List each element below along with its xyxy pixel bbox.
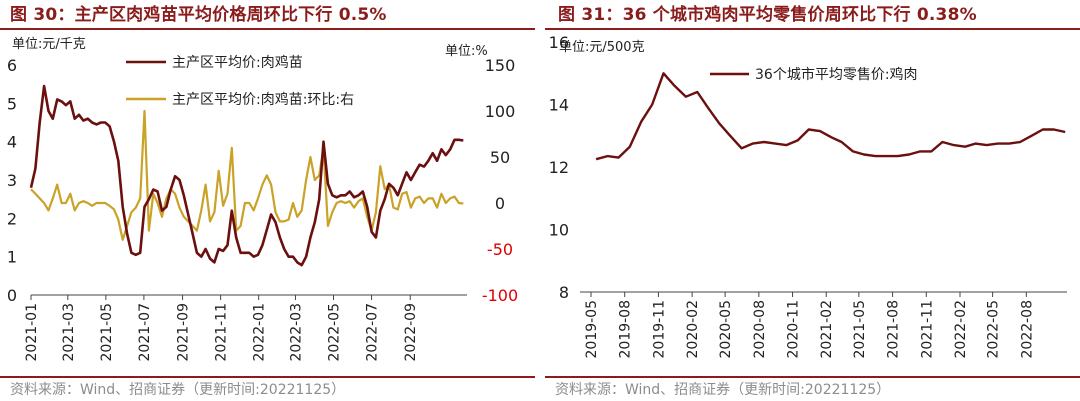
x-tick-label: 2021-03 [61, 303, 77, 362]
y-right-tick-label: 0 [495, 194, 505, 213]
x-tick-label: 2019-11 [651, 300, 667, 359]
x-tick-label: 2021-01 [24, 303, 40, 362]
y-tick-label: 1 [7, 248, 17, 267]
x-tick-label: 2022-03 [288, 303, 304, 362]
x-tick-label: 2022-08 [1019, 300, 1035, 359]
y-tick-label: 10 [549, 221, 569, 240]
x-tick-label: 2021-07 [137, 303, 153, 362]
y-right-tick-label: 50 [490, 148, 510, 167]
x-tick-label: 2020-05 [718, 300, 734, 359]
x-tick-label: 2022-09 [403, 303, 419, 362]
y-tick-label: 4 [7, 133, 17, 152]
x-tick-label: 2021-11 [214, 303, 230, 362]
x-tick-label: 2021-08 [886, 300, 902, 359]
y-tick-label: 3 [7, 171, 17, 190]
y-right-tick-label: -50 [487, 240, 513, 259]
x-tick-label: 2022-01 [252, 303, 268, 362]
left-chart-panel: 图 30：主产区肉鸡苗平均价格周环比下行 0.5% 单位:元/千克 单位:% 0 1 2… [0, 0, 535, 401]
y-axis-title: 单位:元/500克 [559, 40, 645, 55]
legend-label: 主产区平均价:肉鸡苗:环比:右 [172, 91, 354, 108]
x-tick-label: 2020-11 [786, 300, 802, 359]
figure-title: 图 30：主产区肉鸡苗平均价格周环比下行 0.5% [10, 5, 387, 25]
source-note: 资料来源：Wind、招商证券（更新时间:20221125） [10, 382, 346, 398]
figure-title: 图 31：36 个城市鸡肉平均零售价周环比下行 0.38% [558, 5, 977, 25]
x-tick-label: 2022-02 [953, 300, 969, 359]
price-and-wow-chart: 单位:元/千克 单位:% 0 1 2 3 4 5 6 -100 -50 0 50 100 150 2021-0… [7, 37, 518, 362]
y-tick-label: 5 [7, 94, 17, 113]
title-rule [545, 28, 1080, 30]
legend-label: 36个城市平均零售价:鸡肉 [755, 66, 918, 83]
x-tick-label: 2021-05 [99, 303, 115, 362]
x-tick-label: 2020-08 [752, 300, 768, 359]
x-tick-label: 2019-08 [618, 300, 634, 359]
right-chart-panel: 图 31：36 个城市鸡肉平均零售价周环比下行 0.38% 8 10 12 14 16 单… [545, 0, 1080, 401]
y-tick-label: 8 [559, 283, 569, 302]
y-tick-label: 2 [7, 209, 17, 228]
legend-label: 主产区平均价:肉鸡苗 [172, 54, 303, 71]
x-tick-label: 2021-05 [852, 300, 868, 359]
x-tick-label: 2022-07 [365, 303, 381, 362]
y-right-tick-label: 100 [485, 102, 516, 121]
y-right-tick-label: 150 [485, 56, 516, 75]
series-line-price [29, 84, 464, 267]
y-tick-label: 12 [549, 158, 569, 177]
source-note: 资料来源：Wind、招商证券（更新时间:20221125） [555, 382, 891, 398]
y-right-tick-label: -100 [482, 286, 518, 305]
y-tick-label: 0 [7, 286, 17, 305]
x-tick-label: 2020-02 [685, 300, 701, 359]
y-tick-label: 14 [549, 96, 569, 115]
y-tick-label: 6 [7, 56, 17, 75]
source-rule [545, 376, 1080, 378]
series-line-wow [30, 109, 464, 241]
series-line-retail-price [595, 72, 1066, 161]
x-tick-label: 2021-11 [919, 300, 935, 359]
source-rule [0, 376, 535, 378]
y-axis-right-title: 单位:% [445, 44, 488, 59]
x-tick-label: 2019-05 [584, 300, 600, 359]
x-tick-label: 2021-09 [176, 303, 192, 362]
y-tick-label: 16 [549, 33, 569, 52]
x-tick-label: 2021-02 [819, 300, 835, 359]
x-tick-label: 2022-05 [986, 300, 1002, 359]
y-axis-title: 单位:元/千克 [12, 37, 86, 52]
title-rule [0, 28, 535, 30]
x-tick-label: 2022-05 [327, 303, 343, 362]
